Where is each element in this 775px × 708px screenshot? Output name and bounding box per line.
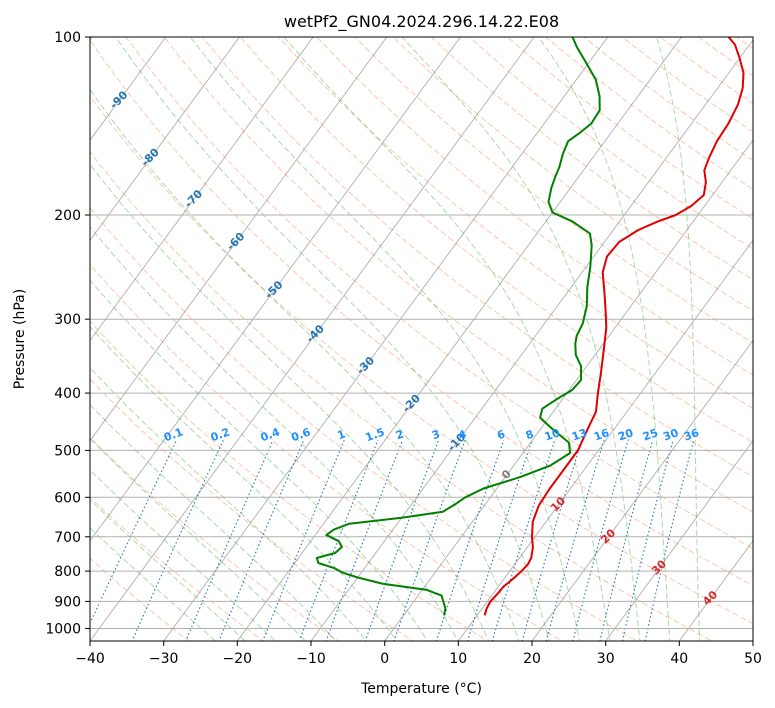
y-tick-label: 300 xyxy=(54,312,81,328)
y-tick-label: 400 xyxy=(54,386,81,402)
x-tick-label: 30 xyxy=(597,651,615,667)
x-tick-label: 10 xyxy=(449,651,467,667)
y-tick-label: 1000 xyxy=(45,622,81,638)
y-tick-label: 900 xyxy=(54,594,81,610)
y-tick-label: 200 xyxy=(54,208,81,224)
x-tick-label: −10 xyxy=(296,651,326,667)
y-tick-label: 100 xyxy=(54,30,81,46)
x-tick-label: 50 xyxy=(744,651,762,667)
y-tick-label: 800 xyxy=(54,564,81,580)
x-tick-label: 20 xyxy=(523,651,541,667)
x-tick-label: −40 xyxy=(75,651,105,667)
x-tick-label: −30 xyxy=(149,651,179,667)
chart-title: wetPf2_GN04.2024.296.14.22.E08 xyxy=(284,12,559,32)
y-tick-label: 700 xyxy=(54,530,81,546)
x-axis-title: Temperature (°C) xyxy=(360,681,482,697)
x-tick-label: 0 xyxy=(380,651,389,667)
y-tick-label: 500 xyxy=(54,443,81,459)
x-tick-label: −20 xyxy=(223,651,253,667)
x-tick-label: 40 xyxy=(670,651,688,667)
y-axis-title: Pressure (hPa) xyxy=(12,289,28,389)
y-tick-label: 600 xyxy=(54,490,81,506)
